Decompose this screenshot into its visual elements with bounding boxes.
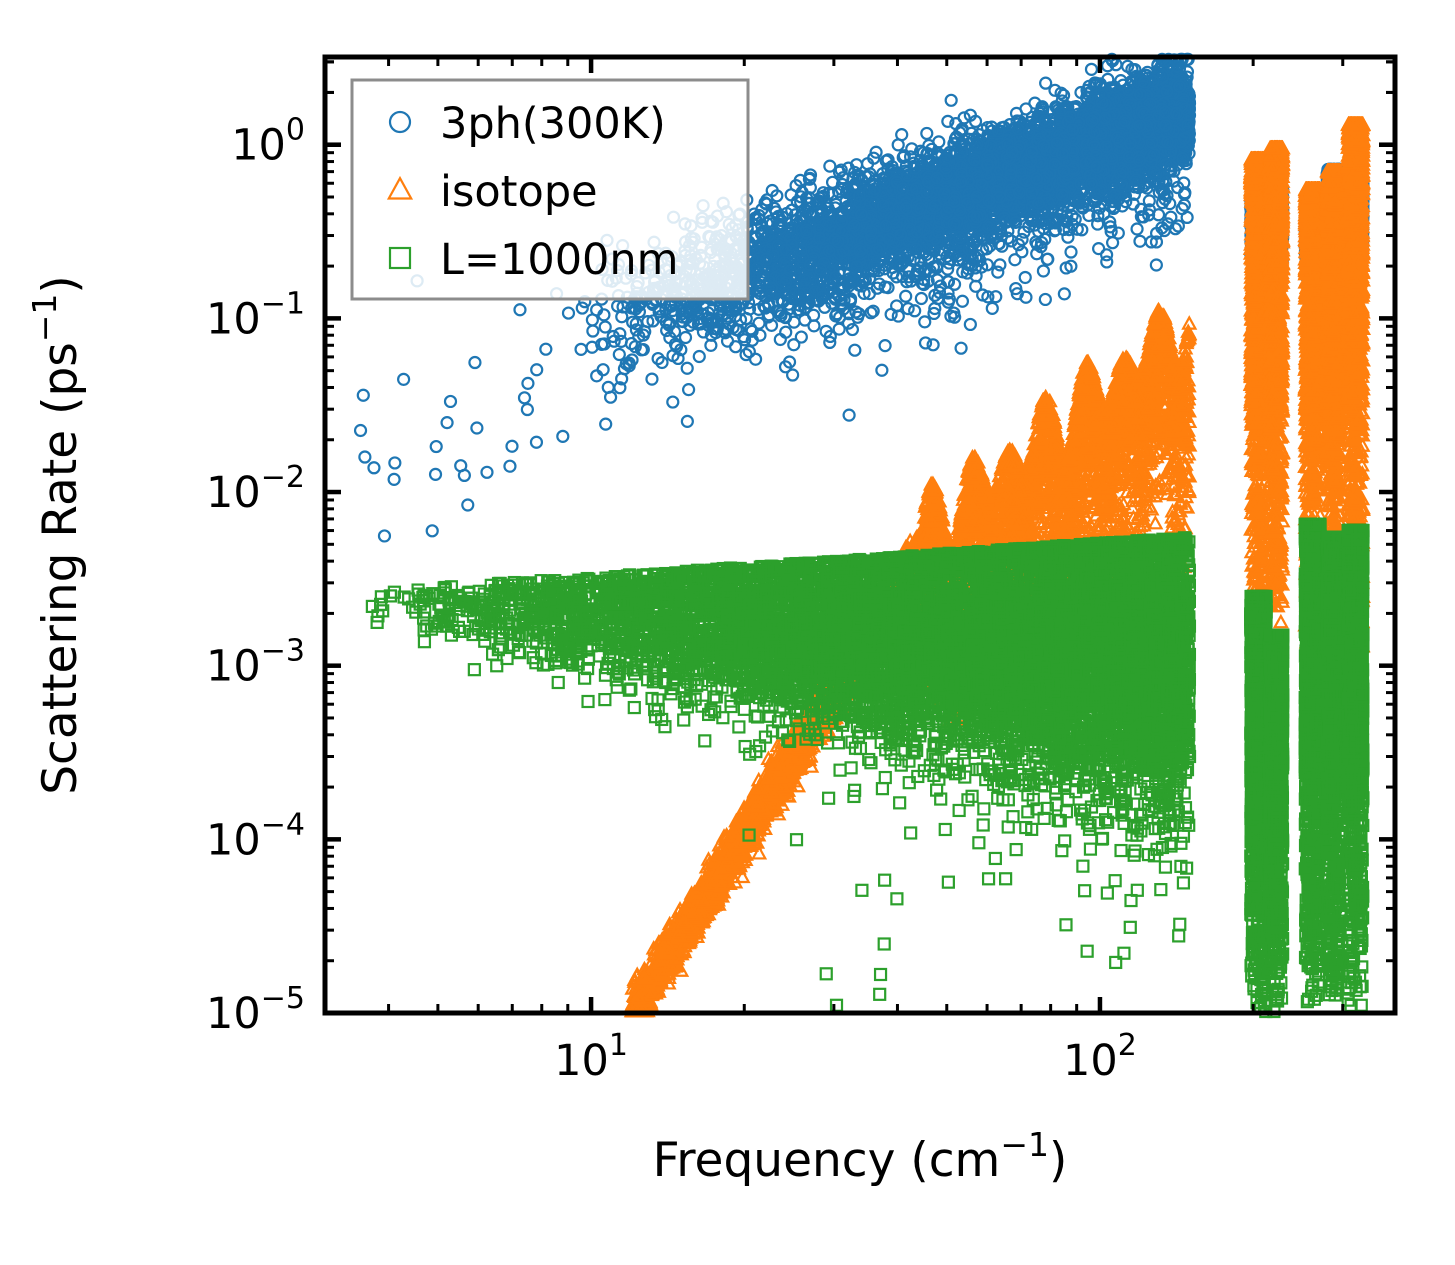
ytick-label: 10−3 — [206, 634, 305, 692]
ytick-label: 100 — [231, 113, 305, 171]
axis-titles: Frequency (cm−1) Scattering Rate (ps−1) — [25, 275, 1067, 1188]
series-L=1000nm — [365, 517, 1370, 1019]
ytick-label: 10−1 — [206, 286, 305, 344]
ytick-label: 10−5 — [206, 981, 305, 1039]
legend-marker-triangle — [386, 175, 414, 200]
legend-label-0: 3ph(300K) — [440, 99, 666, 149]
xtick-label: 101 — [554, 1028, 628, 1086]
legend-marker-circle — [388, 110, 412, 134]
data-layer — [353, 52, 1372, 1019]
ytick-label: 10−2 — [206, 460, 305, 518]
legend-frame — [350, 78, 750, 301]
legend-label-1: isotope — [440, 167, 598, 217]
legend-label-2: L=1000nm — [440, 235, 679, 285]
xtick-label: 102 — [1063, 1028, 1137, 1086]
y-axis-title: Scattering Rate (ps−1) — [25, 275, 88, 795]
x-axis-title: Frequency (cm−1) — [653, 1125, 1068, 1188]
legend-marker-square — [388, 246, 412, 270]
ytick-label: 10−4 — [206, 807, 305, 865]
axis-ticks — [323, 57, 1395, 1016]
axes-spines — [322, 54, 1398, 1016]
legend[interactable]: 3ph(300K) isotope L=1000nm — [350, 78, 750, 301]
